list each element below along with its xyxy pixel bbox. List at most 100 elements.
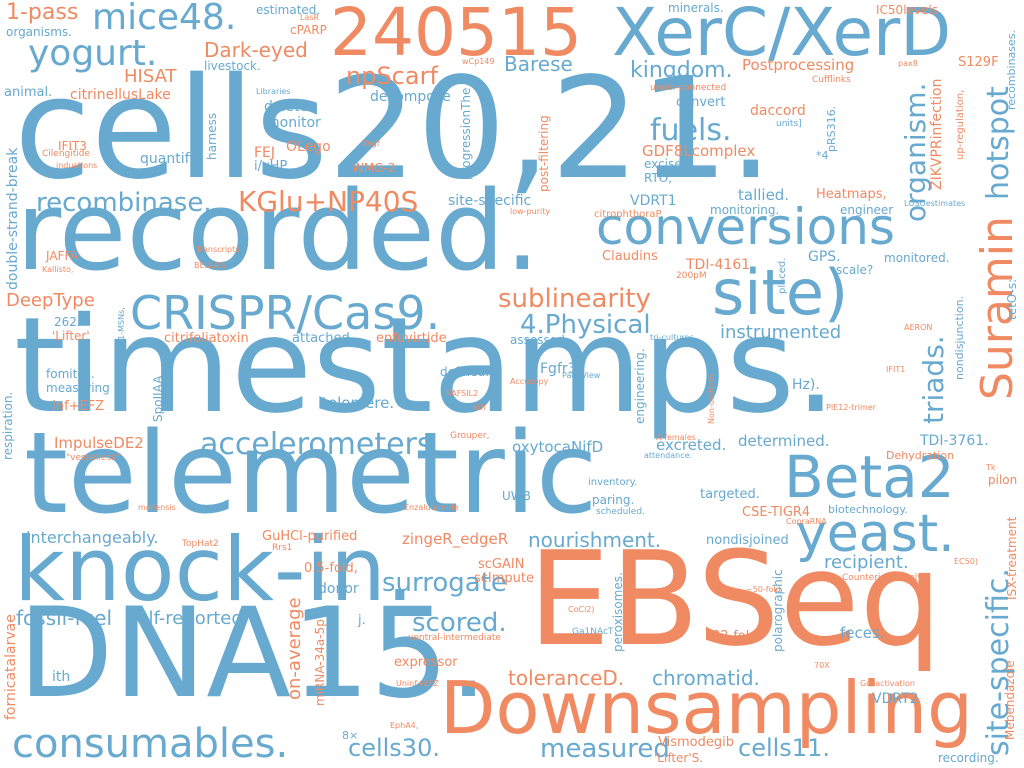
word: 262.: [54, 315, 81, 329]
word: scheduled.: [596, 507, 645, 517]
word: minerals.: [668, 1, 724, 15]
word: FEJ: [254, 145, 276, 161]
word: DNA15.: [18, 582, 489, 726]
word: enfuvirtide: [376, 331, 447, 346]
word: tri-cultures: [650, 333, 694, 342]
word: TDI-3761.: [920, 433, 989, 449]
word: TDI-4161: [686, 257, 751, 273]
word: placed.: [777, 257, 788, 294]
word: RAFSIL2: [446, 389, 479, 398]
word: wCp149: [462, 57, 495, 66]
word: npScarf: [346, 62, 438, 90]
word: respiration.: [1, 391, 15, 460]
word: PanoView: [562, 371, 601, 380]
word: Dark-eyed: [204, 38, 308, 62]
word: Hz).: [792, 377, 820, 393]
word: toleranceD.: [508, 666, 625, 690]
word: under-connected: [650, 83, 727, 93]
word: Downsampling: [440, 666, 973, 750]
word: self-reported.: [128, 608, 249, 629]
word: accelerometers.: [200, 427, 443, 462]
word: CSE-TIGR4: [742, 505, 811, 520]
word: 32-fold: [712, 629, 758, 644]
word: mice48.: [92, 0, 237, 38]
word: telomere.: [322, 394, 395, 412]
word: yeast.: [796, 504, 955, 564]
word: engineering.: [633, 348, 647, 424]
word: 200pM: [676, 271, 707, 281]
word: WMG-2: [352, 161, 396, 175]
word: on-average: [284, 597, 305, 700]
word: attached.: [292, 331, 354, 346]
word: convert: [676, 95, 726, 110]
word: TopHat2: [182, 539, 219, 549]
word: citrifoliatoxin: [164, 331, 249, 346]
word: Counterintuitively,: [842, 573, 926, 583]
word: recombinases.: [1005, 29, 1018, 110]
word: SpoIIAA: [151, 375, 165, 422]
word: ventral-intermediate: [408, 633, 501, 643]
word: site): [712, 256, 849, 329]
word: IC50levels: [876, 3, 938, 17]
word: harness: [205, 112, 219, 160]
word: "vesselless": [66, 453, 120, 463]
word: Barese: [504, 52, 573, 76]
word: feces.: [840, 624, 885, 642]
word: Dehydration: [886, 449, 955, 462]
word: OLego: [286, 139, 331, 155]
word: Ga1NAcT: [572, 627, 614, 637]
word: Fgfr3,: [540, 361, 581, 377]
word: excise: [644, 157, 682, 171]
word: kingdom.: [630, 58, 733, 83]
word: maliensis: [138, 503, 176, 512]
word: EC50): [954, 557, 978, 566]
word: 'Lifter'S.: [654, 751, 704, 765]
word: inventory.: [588, 477, 638, 488]
word: Heatmaps,: [816, 187, 887, 202]
word: ISX-treatment: [1005, 516, 1019, 600]
word: Uninf+EFZ: [396, 679, 439, 688]
word: XerC/XerD: [612, 0, 952, 71]
word: scImpute: [474, 571, 535, 586]
word: Accucopy: [510, 377, 549, 386]
word: yogurt.: [28, 33, 158, 74]
word: nourishment.: [528, 528, 662, 552]
word: monitored.: [884, 251, 950, 265]
word: IFIT3: [58, 139, 87, 153]
word: nondisjunction.: [953, 295, 966, 380]
word: livestock.: [204, 59, 261, 73]
word: biotechnology.: [828, 503, 908, 516]
word: VDRT2: [872, 691, 919, 707]
word: instrumented: [720, 322, 842, 343]
word: 240515: [330, 0, 582, 71]
word: decompose: [370, 89, 451, 105]
word: Non-uniform: [707, 374, 716, 424]
word: CopraRNA: [786, 517, 827, 526]
word: Inf+EFZ: [52, 399, 105, 414]
word: up-regulation,: [955, 89, 966, 160]
word: sublinearity: [498, 284, 651, 314]
word: *4: [816, 149, 829, 162]
word: EBSeq: [528, 523, 943, 675]
word: RTO,: [644, 171, 673, 185]
word: CoCl2): [568, 605, 595, 614]
word: S129F: [958, 55, 999, 70]
word: attendance.: [644, 451, 693, 460]
word: CRISPR/Cas9.: [130, 286, 441, 340]
word: AERON: [904, 323, 933, 332]
word: organisms.: [6, 25, 72, 39]
word: 'Lifter': [52, 329, 90, 343]
word: paring.: [592, 493, 635, 507]
word: polarographic: [771, 569, 785, 652]
word: peroxisomes.: [611, 572, 625, 652]
word: ~50-fold: [746, 585, 781, 594]
word: animal.: [4, 85, 53, 100]
word: zingeR_edgeR: [402, 530, 509, 548]
word: Grouper,: [450, 431, 490, 441]
word: triads.: [917, 335, 950, 424]
word: fossil-fuel: [16, 606, 113, 630]
word: Postprocessing: [742, 56, 855, 74]
word: Vegf: [362, 139, 380, 148]
word: consumables.: [12, 721, 289, 767]
word: donor: [318, 581, 359, 597]
